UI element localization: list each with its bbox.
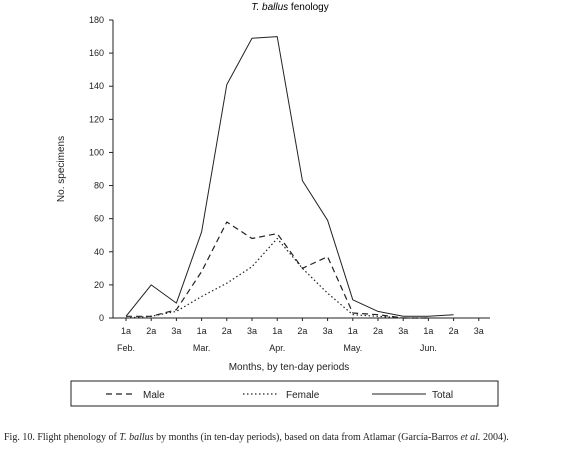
y-tick-label: 160 bbox=[89, 48, 104, 58]
series-line-total bbox=[125, 36, 454, 317]
y-tick-label: 0 bbox=[99, 313, 104, 323]
x-tick-label: 3a bbox=[323, 326, 333, 336]
x-tick-label: 2a bbox=[297, 326, 307, 336]
y-tick-label: 60 bbox=[94, 214, 104, 224]
y-tick-label: 40 bbox=[94, 247, 104, 257]
chart-title-species: T. ballus bbox=[251, 2, 288, 13]
series-line-male bbox=[126, 221, 429, 319]
y-tick-label: 180 bbox=[89, 15, 104, 25]
caption-prefix: Fig. 10. Flight phenology of bbox=[4, 432, 120, 443]
x-tick-label: 3a bbox=[474, 326, 484, 336]
x-tick-label: 3a bbox=[171, 326, 181, 336]
caption-end: 2004). bbox=[480, 432, 509, 443]
month-label: Apr. bbox=[269, 343, 285, 353]
x-axis-label: Months, by ten-day periods bbox=[229, 362, 350, 373]
x-tick-label: 1a bbox=[272, 326, 282, 336]
x-tick-label: 3a bbox=[247, 326, 257, 336]
x-tick-label: 1a bbox=[121, 326, 131, 336]
month-label: Jun. bbox=[420, 343, 437, 353]
series-lines bbox=[125, 36, 454, 319]
chart-title: T. ballus fenology bbox=[251, 2, 328, 13]
x-tick-label: 1a bbox=[423, 326, 433, 336]
x-tick-label: 3a bbox=[398, 326, 408, 336]
x-tick-label: 2a bbox=[449, 326, 459, 336]
x-ticks: 1a 2a 3a 1a 2a 3a 1a 2a 3a 1a 2a 3a 1a 2a 3a bbox=[121, 318, 484, 336]
legend-female-label: Female bbox=[286, 390, 320, 401]
month-label: Mar. bbox=[193, 343, 211, 353]
x-tick-label: 1a bbox=[197, 326, 207, 336]
y-tick-label: 120 bbox=[89, 114, 104, 124]
caption-etal: et al. bbox=[460, 432, 481, 443]
figure-caption: Fig. 10. Flight phenology of T. ballus b… bbox=[4, 432, 576, 444]
y-tick-label: 20 bbox=[94, 280, 104, 290]
legend: Male Female Total bbox=[70, 380, 499, 407]
phenology-chart: T. ballus fenology No. specimens 0 20 40 60… bbox=[56, 2, 499, 407]
month-label: Feb. bbox=[117, 343, 135, 353]
y-ticks: 0 20 40 60 80 100 120 140 160 180 bbox=[89, 15, 113, 323]
caption-middle: by months (in ten-day periods), based on… bbox=[153, 432, 461, 443]
month-labels: Feb. Mar. Apr. May. Jun. bbox=[117, 343, 437, 353]
legend-total-label: Total bbox=[432, 390, 453, 401]
chart-title-suffix: fenology bbox=[288, 2, 329, 13]
y-tick-label: 140 bbox=[89, 81, 104, 91]
y-axis-label: No. specimens bbox=[56, 136, 67, 202]
month-label: May. bbox=[343, 343, 362, 353]
x-tick-label: 1a bbox=[348, 326, 358, 336]
caption-species: T. ballus bbox=[119, 432, 154, 443]
legend-box bbox=[70, 380, 499, 407]
x-tick-label: 2a bbox=[222, 326, 232, 336]
x-tick-label: 2a bbox=[146, 326, 156, 336]
y-tick-label: 100 bbox=[89, 147, 104, 157]
y-tick-label: 80 bbox=[94, 181, 104, 191]
x-tick-label: 2a bbox=[373, 326, 383, 336]
legend-male-label: Male bbox=[143, 390, 165, 401]
series-line-female bbox=[125, 237, 429, 319]
